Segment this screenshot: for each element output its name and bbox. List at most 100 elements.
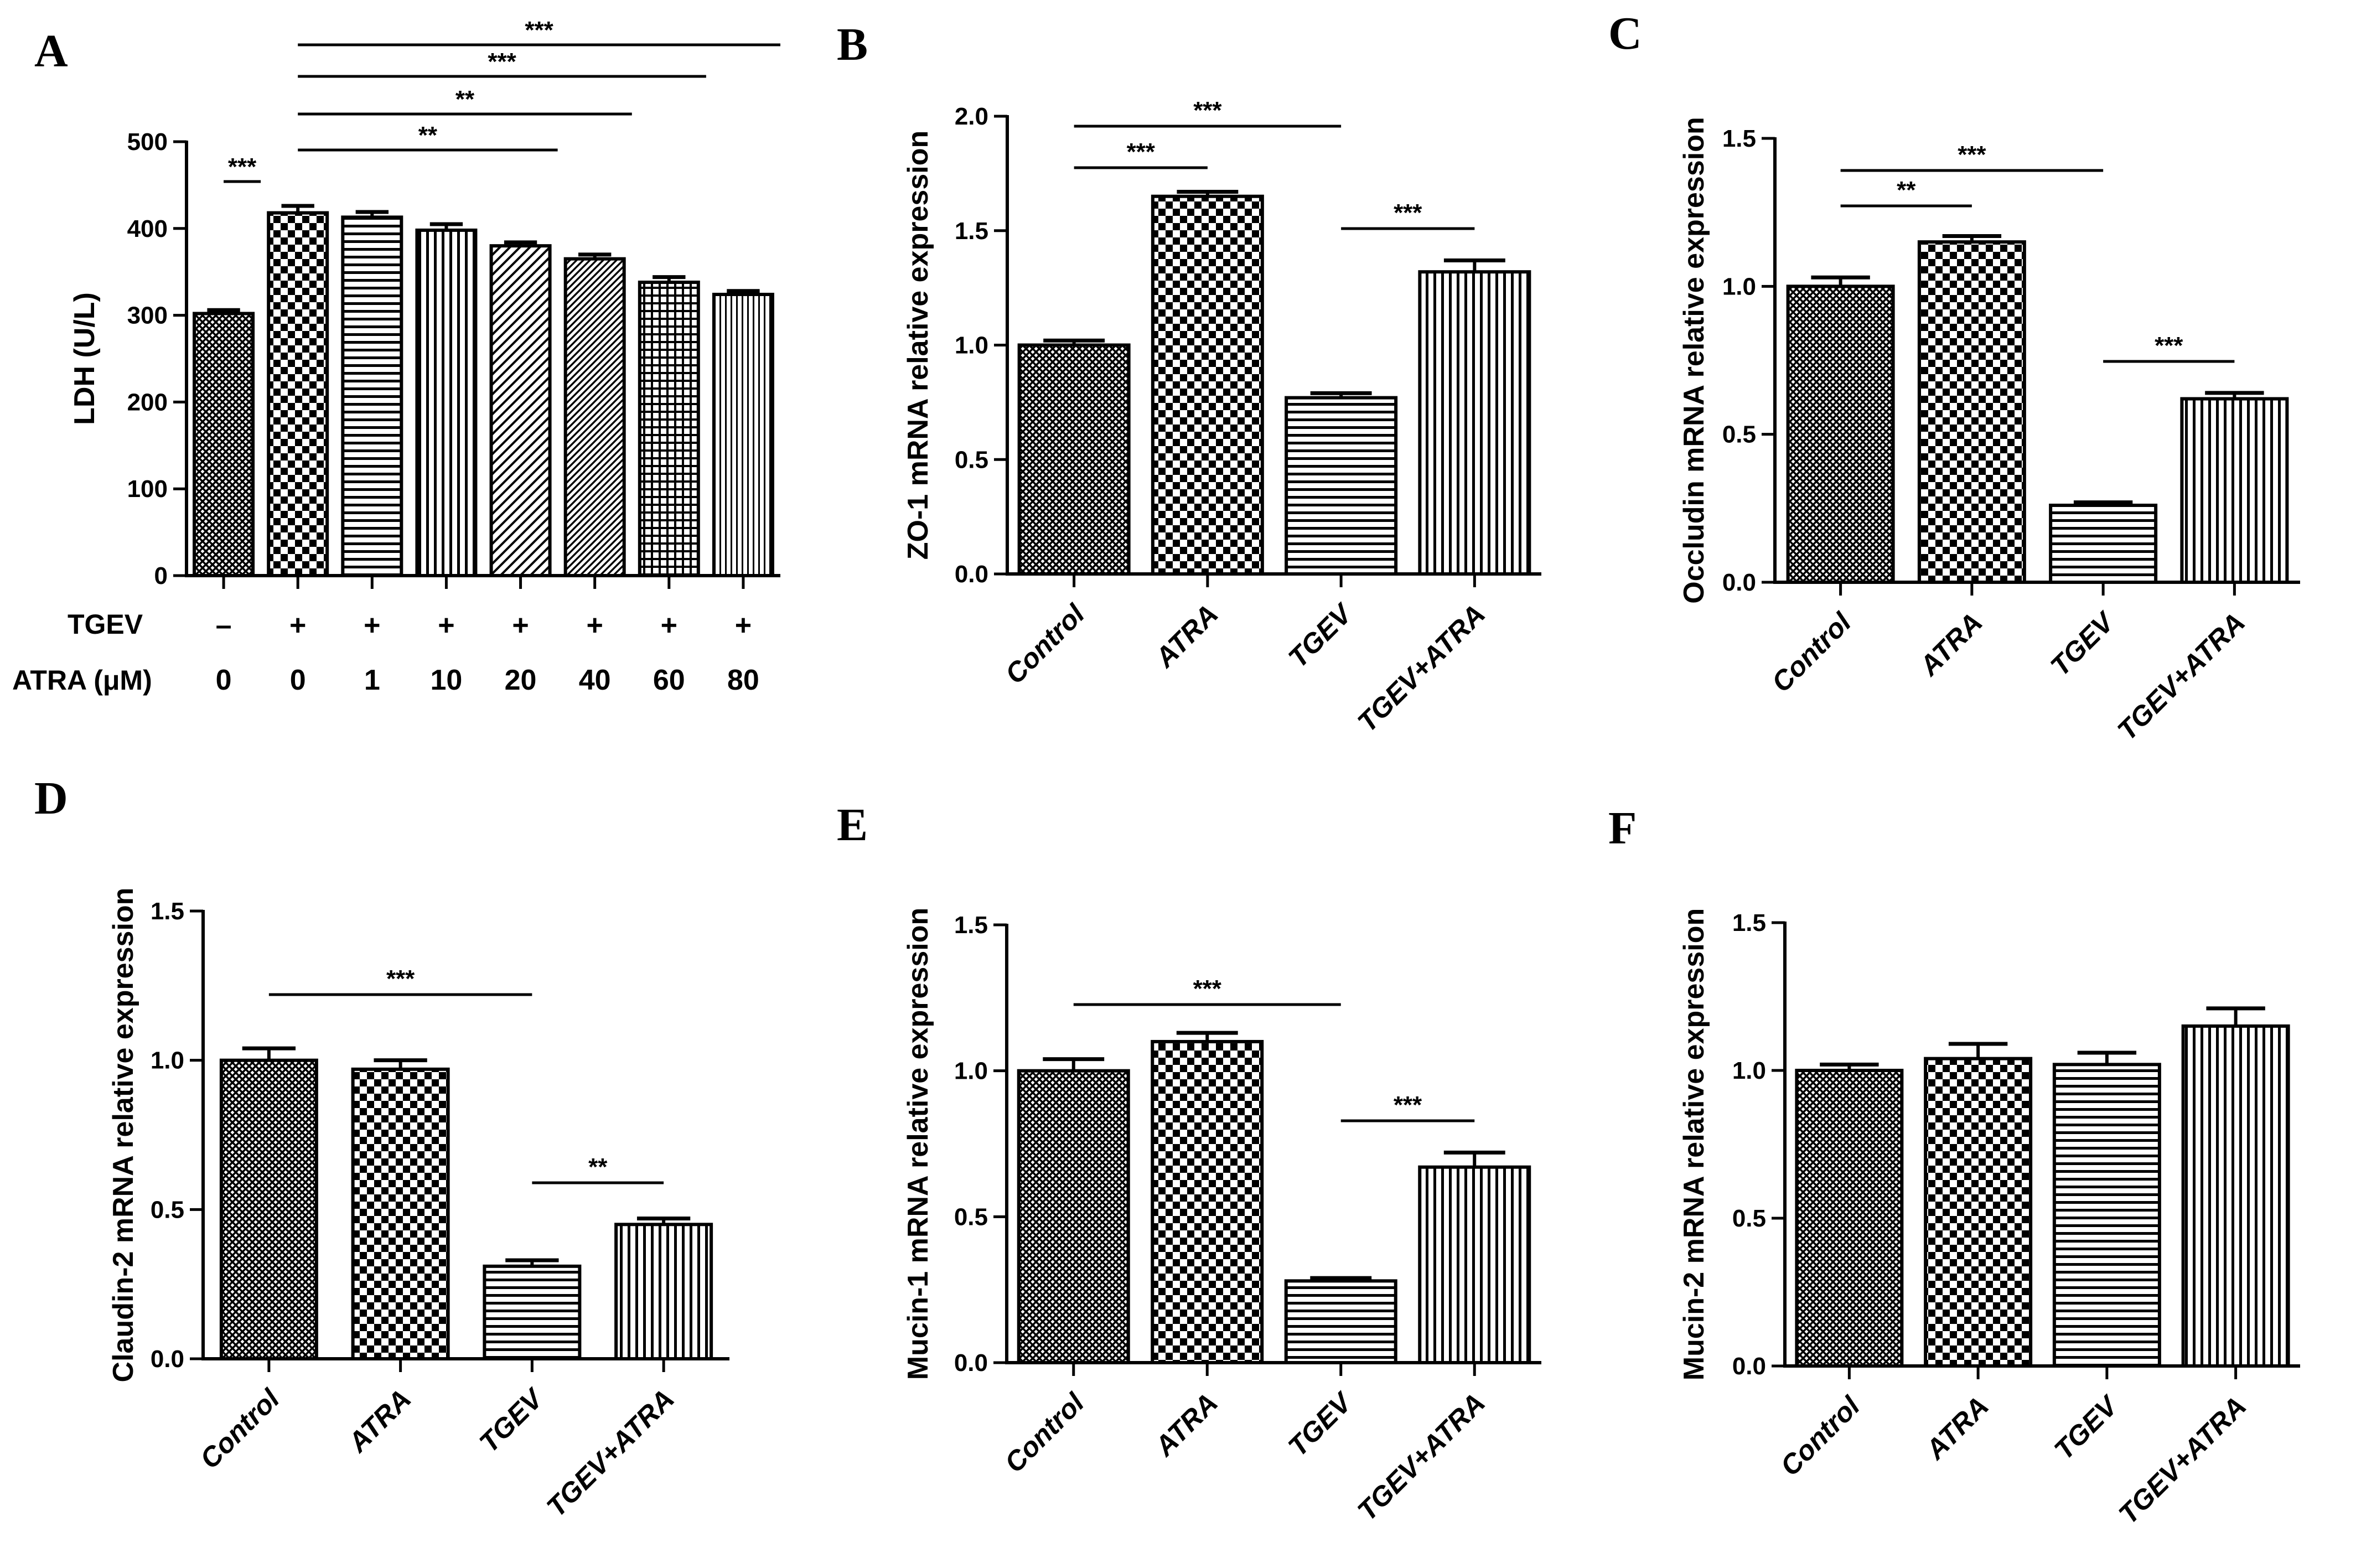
bar — [2181, 1024, 2290, 1368]
atra-value: 80 — [727, 664, 759, 696]
x-category-label: TGEV — [1282, 1386, 1359, 1462]
panel-c: C Occludin mRNA relative expression 0.0 0.5… — [1608, 8, 2300, 746]
tgev-value: – — [216, 609, 232, 641]
y-tick-label: 0.5 — [954, 1203, 988, 1230]
y-tick-label: 1.5 — [1722, 125, 1756, 152]
y-tick-label: 0.5 — [955, 446, 988, 473]
atra-value: 20 — [505, 664, 537, 696]
y-tick-label: 1.5 — [151, 898, 184, 925]
y-tick-label: 0.0 — [954, 1349, 988, 1376]
x-category-label: Control — [1765, 606, 1857, 698]
tgev-value: + — [661, 609, 677, 641]
bar — [1418, 1165, 1531, 1365]
x-category-label: ATRA — [1148, 1387, 1224, 1463]
y-tick-label: 0 — [154, 562, 168, 589]
y-axis-label: Occludin mRNA relative expression — [1678, 117, 1710, 603]
y-axis-label: Claudin-2 mRNA relative expression — [107, 888, 139, 1383]
x-category-label: ATRA — [1913, 607, 1989, 682]
panel-letter: C — [1608, 8, 1642, 59]
x-category-label: ATRA — [1919, 1390, 1995, 1466]
atra-value: 1 — [364, 664, 380, 696]
tgev-value: + — [587, 609, 603, 641]
panel-letter: E — [837, 799, 868, 851]
x-category-label: ATRA — [1148, 598, 1224, 674]
bar — [1795, 1069, 1904, 1368]
tgev-value: + — [512, 609, 529, 641]
panel-f: F Mucin-2 mRNA relative expression 0.0 0.5 1… — [1608, 803, 2300, 1530]
y-tick-label: 0.0 — [955, 561, 988, 588]
y-tick-label: 500 — [127, 128, 168, 156]
significance-stars: ** — [588, 1153, 608, 1181]
x-category-label: TGEV+ATRA — [541, 1383, 680, 1523]
y-tick-label: 1.0 — [1722, 273, 1756, 300]
y-tick-label: 300 — [127, 302, 168, 329]
significance-stars: *** — [1958, 141, 1986, 168]
bar — [1151, 1039, 1264, 1364]
atra-value: 60 — [653, 664, 685, 696]
y-tick-label: 0.5 — [1722, 421, 1756, 448]
x-category-label: TGEV — [1282, 597, 1359, 674]
y-tick-label: 200 — [127, 389, 168, 416]
significance-stars: *** — [525, 17, 553, 44]
x-category-label: TGEV+ATRA — [2113, 1390, 2252, 1530]
tgev-value: + — [735, 609, 752, 641]
atra-value: 0 — [216, 664, 232, 696]
atra-value: 0 — [290, 664, 306, 696]
row-label-tgev: TGEV — [68, 609, 143, 640]
x-category-label: TGEV — [473, 1382, 550, 1458]
bar — [1924, 1057, 2033, 1368]
y-tick-label: 0.0 — [1732, 1353, 1766, 1380]
tgev-value: + — [438, 609, 454, 641]
y-tick-label: 2.0 — [955, 103, 988, 130]
y-tick-label: 1.5 — [955, 218, 988, 245]
bar — [1786, 284, 1895, 584]
bar — [2049, 503, 2158, 584]
x-category-label: ATRA — [341, 1383, 417, 1459]
panel-e: E Mucin-1 mRNA relative expression 0.0 0.5 1… — [837, 799, 1541, 1526]
significance-stars: *** — [1193, 975, 1222, 1002]
y-tick-label: 100 — [127, 475, 168, 503]
y-tick-label: 1.5 — [1732, 909, 1766, 936]
bar — [267, 211, 329, 577]
bar — [1017, 1069, 1130, 1364]
bar — [1418, 270, 1531, 576]
y-axis-label: Mucin-1 mRNA relative expression — [902, 908, 934, 1380]
bar — [483, 1264, 582, 1360]
bar — [1917, 240, 2026, 584]
bar — [712, 292, 774, 578]
y-tick-label: 0.5 — [151, 1196, 184, 1223]
tgev-value: + — [364, 609, 380, 641]
x-category-label: TGEV — [2048, 1389, 2125, 1466]
bar — [614, 1223, 713, 1361]
y-tick-label: 400 — [127, 215, 168, 242]
significance-stars: ** — [1897, 177, 1916, 204]
bar — [638, 281, 700, 577]
significance-stars: *** — [1394, 1091, 1422, 1119]
y-tick-label: 0.5 — [1732, 1205, 1766, 1232]
bar — [1285, 396, 1398, 576]
y-axis-label: LDH (U/L) — [69, 292, 101, 425]
y-tick-label: 1.0 — [1732, 1057, 1766, 1084]
bar — [415, 228, 478, 578]
significance-stars: *** — [1394, 199, 1422, 226]
x-category-label: TGEV+ATRA — [2111, 607, 2251, 746]
row-label-atra: ATRA (μM) — [12, 665, 152, 696]
significance-stars: *** — [386, 965, 415, 992]
significance-stars: *** — [488, 48, 516, 75]
bar — [2180, 397, 2289, 584]
x-category-label: TGEV+ATRA — [1352, 1387, 1491, 1526]
x-category-label: Control — [998, 1386, 1090, 1478]
significance-stars: *** — [1127, 138, 1156, 165]
bar — [2052, 1063, 2161, 1368]
significance-stars: *** — [1193, 97, 1222, 124]
bar — [1151, 194, 1264, 576]
y-axis-label: Mucin-2 mRNA relative expression — [1678, 908, 1710, 1380]
x-category-label: Control — [194, 1383, 286, 1474]
bar — [219, 1058, 318, 1360]
panel-letter: F — [1608, 803, 1637, 854]
bar — [489, 244, 552, 578]
x-category-label: Control — [1774, 1390, 1866, 1482]
significance-stars: *** — [228, 153, 257, 180]
y-tick-label: 1.5 — [954, 912, 988, 939]
panel-d: D Claudin-2 mRNA relative expression 0.0 0.… — [34, 773, 729, 1523]
